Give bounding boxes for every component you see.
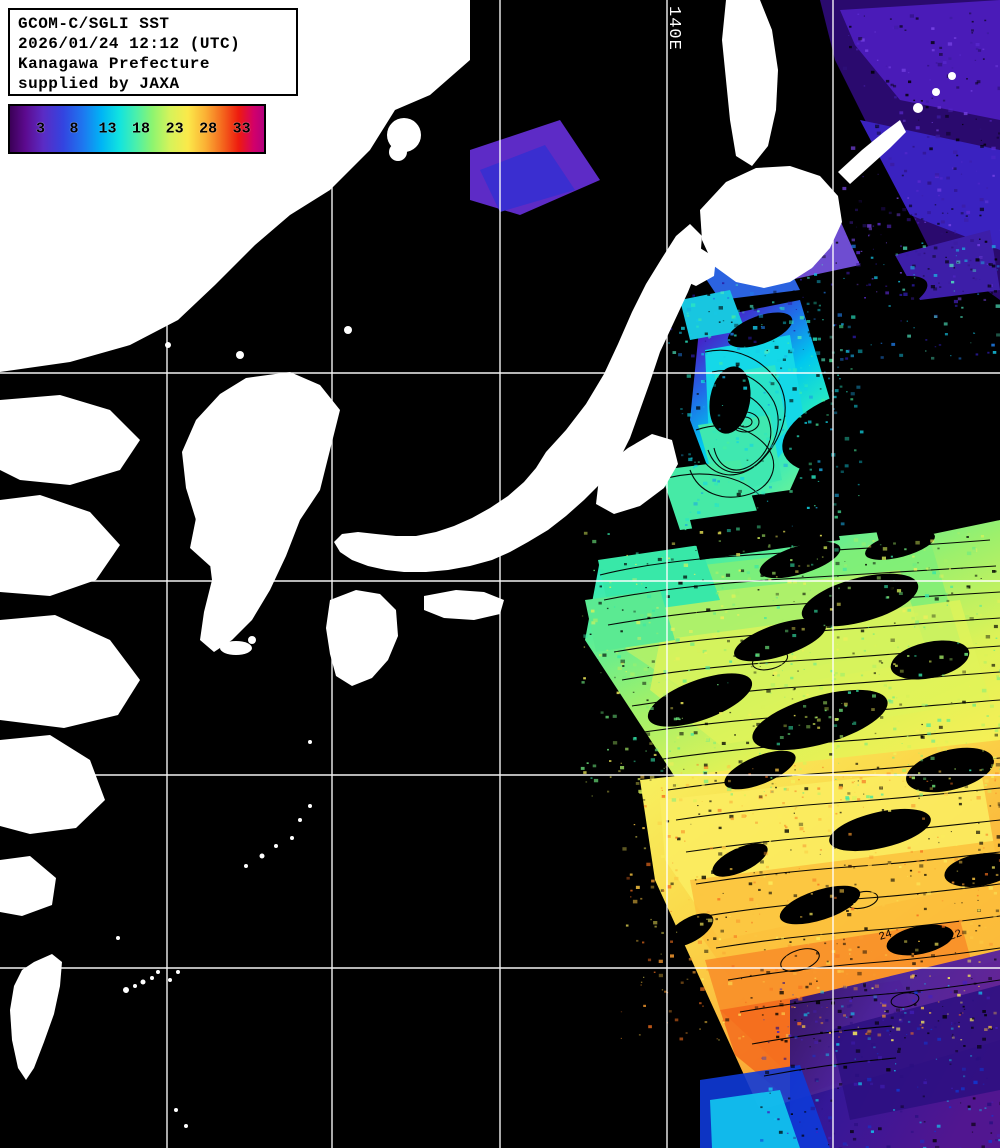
colorbar-tick-28: 28 [199, 121, 217, 138]
map-canvas: 24 22 [0, 0, 1000, 1148]
legend-line-supplier: supplied by JAXA [18, 74, 290, 94]
colorbar-tick-18: 18 [132, 121, 150, 138]
legend-line-product: GCOM-C/SGLI SST [18, 14, 290, 34]
legend-line-datetime: 2026/01/24 12:12 (UTC) [18, 34, 290, 54]
latitude-label-40n: 40N [2, 354, 36, 373]
sst-map-image: 24 22 [0, 0, 1000, 1148]
legend-title-box: GCOM-C/SGLI SST 2026/01/24 12:12 (UTC) K… [8, 8, 298, 96]
colorbar-tick-23: 23 [166, 121, 184, 138]
legend-line-region: Kanagawa Prefecture [18, 54, 290, 74]
colorbar-tick-3: 3 [36, 121, 45, 138]
colorbar-tick-8: 8 [69, 121, 78, 138]
sst-colorbar: 3 8 13 18 23 28 33 [8, 104, 266, 154]
colorbar-tick-labels: 3 8 13 18 23 28 33 [10, 106, 264, 152]
longitude-label-140e: 140E [664, 6, 683, 51]
colorbar-tick-13: 13 [99, 121, 117, 138]
colorbar-tick-33: 33 [233, 121, 251, 138]
